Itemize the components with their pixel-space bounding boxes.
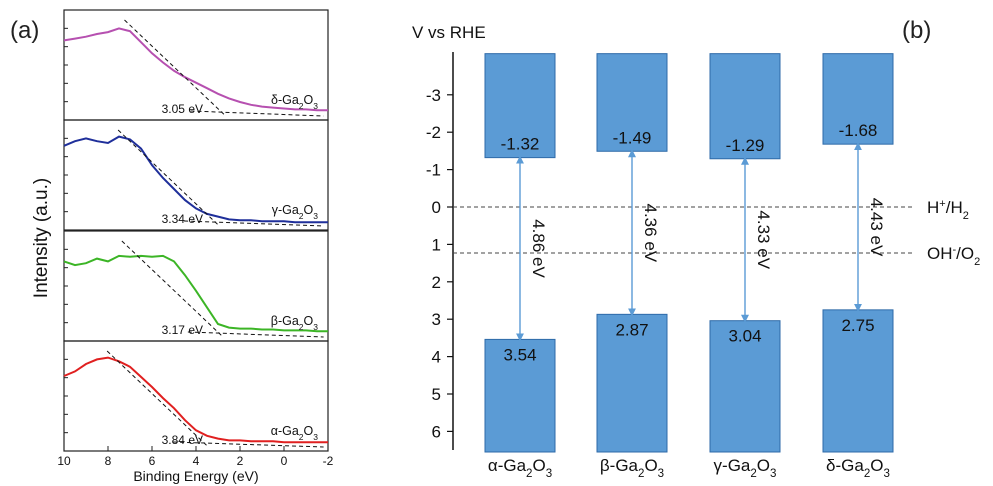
band-gap-label: 4.86 eV bbox=[529, 219, 548, 278]
edge-fit-line bbox=[124, 19, 227, 117]
series-name-label: β-Ga2O3 bbox=[271, 314, 319, 332]
band-gap-label: 4.43 eV bbox=[867, 198, 886, 257]
valence-band-bar bbox=[822, 309, 894, 453]
band-axis: -3 -2 -1 0 1 2 3 4 5 6 bbox=[426, 52, 454, 450]
panel-b-axis-title: V vs RHE bbox=[412, 23, 486, 42]
xps-series-line bbox=[63, 135, 328, 224]
series-name-label: γ-Ga2O3 bbox=[272, 203, 319, 221]
band-gap-label: 4.33 eV bbox=[754, 210, 773, 269]
valence-band-bar bbox=[596, 313, 668, 453]
category-label: γ-Ga2O3 bbox=[714, 456, 777, 480]
baseline-fit-line bbox=[184, 220, 324, 227]
y-tick-label: 3 bbox=[432, 310, 441, 329]
edge-fit-line bbox=[106, 350, 209, 448]
edge-fit-line bbox=[121, 240, 224, 338]
panel-b-label: (b) bbox=[902, 17, 931, 44]
y-tick-label: 0 bbox=[432, 198, 441, 217]
x-tick-label: 2 bbox=[237, 454, 244, 468]
vb-value-label: 3.04 bbox=[728, 327, 761, 346]
series-name-label: δ-Ga2O3 bbox=[271, 93, 318, 111]
redox-levels: H+/H2 OH-/O2 bbox=[453, 198, 980, 268]
category-label: δ-Ga2O3 bbox=[826, 456, 890, 480]
redox-level-label: H+/H2 bbox=[927, 198, 969, 222]
conduction-band-bar bbox=[596, 53, 668, 152]
panel-a-label: (a) bbox=[10, 17, 39, 44]
x-tick-label: 6 bbox=[149, 454, 156, 468]
category-label: α-Ga2O3 bbox=[488, 456, 552, 480]
cb-value-label: -1.49 bbox=[613, 128, 652, 147]
cb-value-label: -1.32 bbox=[501, 135, 540, 154]
y-tick-label: 5 bbox=[432, 385, 441, 404]
vb-value-label: 2.87 bbox=[615, 320, 648, 339]
vb-value-label: 3.54 bbox=[503, 345, 536, 364]
baseline-fit-line bbox=[187, 331, 324, 338]
series-name-label: α-Ga2O3 bbox=[271, 424, 319, 442]
cb-value-label: -1.68 bbox=[839, 121, 878, 140]
category-labels: α-Ga2O3 β-Ga2O3 γ-Ga2O3 δ-Ga2O3 bbox=[488, 456, 890, 480]
valence-band-bar bbox=[709, 320, 781, 453]
x-tick-label: 8 bbox=[105, 454, 112, 468]
cb-value-label: -1.29 bbox=[726, 136, 765, 155]
conduction-band-bar bbox=[822, 53, 894, 145]
band-gap-label: 3.17 eV bbox=[162, 323, 203, 337]
x-tick-label: 4 bbox=[193, 454, 200, 468]
conduction-band-bar bbox=[709, 53, 781, 160]
xps-panels: 3.05 eV δ-Ga2O3 3.34 eV γ-Ga2O3 3.17 eV β-Ga2… bbox=[63, 9, 329, 452]
y-tick-label: 2 bbox=[432, 273, 441, 292]
baseline-fit-line bbox=[190, 110, 324, 117]
conduction-band-bar bbox=[484, 53, 556, 159]
y-tick-label: -3 bbox=[426, 86, 441, 105]
xps-series-line bbox=[63, 254, 328, 333]
x-tick-label: 10 bbox=[57, 454, 71, 468]
redox-level-label: OH-/O2 bbox=[927, 244, 980, 268]
panel-a-ylabel: Intensity (a.u.) bbox=[31, 178, 52, 298]
panel-a-xlabel: Binding Energy (eV) bbox=[133, 468, 258, 484]
band-bars: -1.32 3.54 4.86 eV -1.49 2.87 4.36 eV -1.29 3.0… bbox=[484, 53, 894, 453]
band-gap-label: 3.05 eV bbox=[162, 102, 203, 116]
y-tick-label: 6 bbox=[432, 422, 441, 441]
vb-value-label: 2.75 bbox=[841, 316, 874, 335]
y-tick-label: 4 bbox=[432, 348, 441, 367]
y-tick-label: -2 bbox=[426, 123, 441, 142]
valence-band-bar bbox=[484, 338, 556, 453]
edge-fit-line bbox=[117, 129, 220, 227]
band-gap-label: 3.34 eV bbox=[162, 212, 203, 226]
x-tick-label: -2 bbox=[323, 454, 334, 468]
y-tick-label: -1 bbox=[426, 161, 441, 180]
panel-a-x-ticks: 10 8 6 4 2 0 -2 bbox=[57, 446, 334, 468]
xps-series-line bbox=[63, 356, 328, 444]
category-label: β-Ga2O3 bbox=[600, 456, 664, 480]
band-gap-label: 3.84 eV bbox=[162, 433, 203, 447]
x-tick-label: 0 bbox=[281, 454, 288, 468]
y-tick-label: 1 bbox=[432, 235, 441, 254]
xps-series-line bbox=[63, 27, 328, 112]
band-gap-label: 4.36 eV bbox=[641, 204, 660, 263]
